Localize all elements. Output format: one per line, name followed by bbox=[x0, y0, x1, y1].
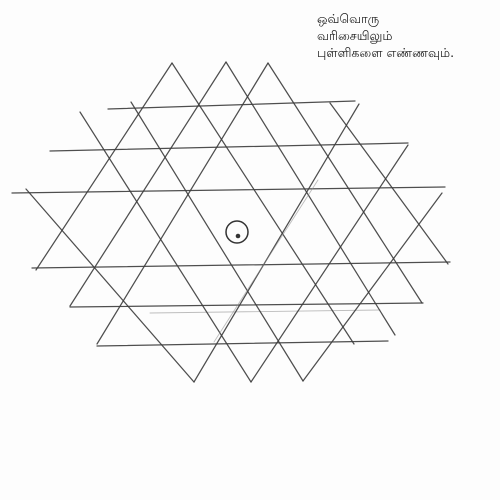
instruction-text: ஒவ்வொரு வரிசையிலும் புள்ளிகளை எண்ணவும். bbox=[317, 10, 492, 61]
instruction-line-3: புள்ளிகளை எண்ணவும். bbox=[317, 45, 455, 60]
horizontal-lines bbox=[11, 100, 451, 347]
down-right-diagonals bbox=[25, 61, 449, 383]
instruction-line-2: வரிசையிலும் bbox=[317, 28, 393, 43]
center-dot bbox=[225, 220, 249, 244]
instruction-line-1: ஒவ்வொரு bbox=[317, 11, 380, 26]
up-right-diagonals bbox=[35, 61, 443, 383]
